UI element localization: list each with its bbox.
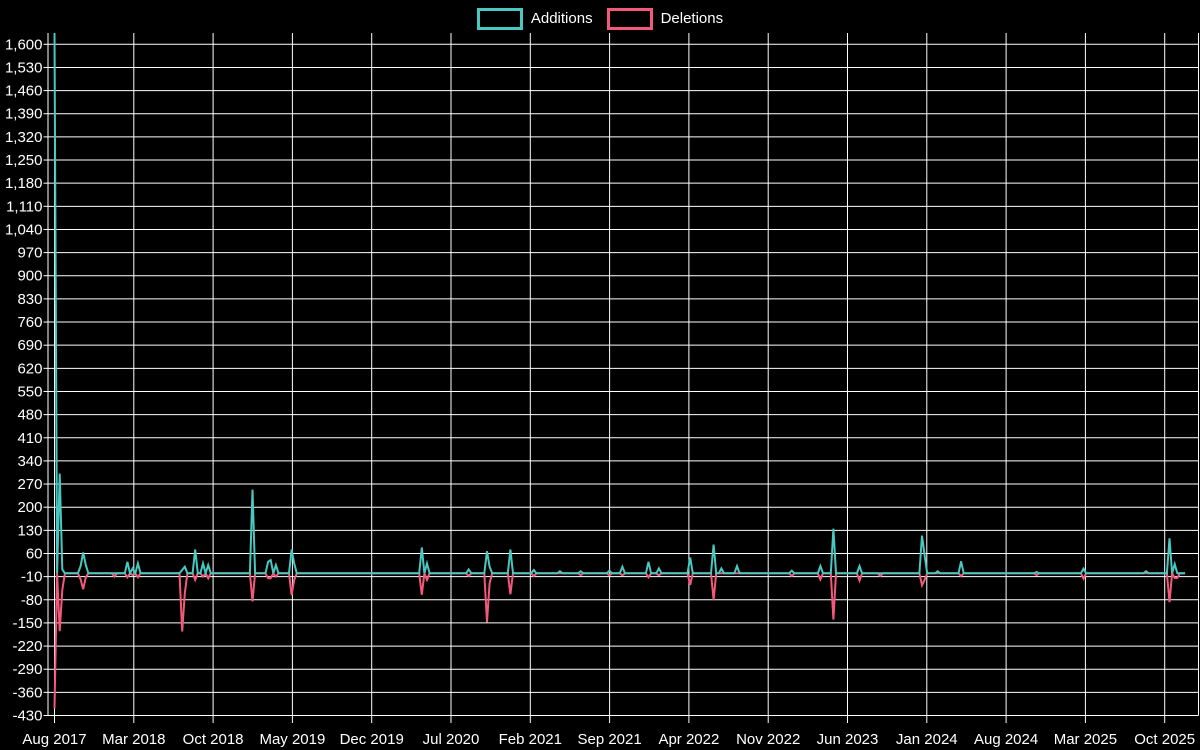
y-tick-label: 1,600	[5, 36, 43, 53]
y-tick-label: 1,040	[5, 221, 43, 238]
y-tick-label: 1,180	[5, 175, 43, 192]
y-tick-label: 620	[17, 360, 42, 377]
x-tick-label: Jun 2023	[817, 731, 879, 748]
y-tick-label: 760	[17, 314, 42, 331]
x-tick-label: Aug 2017	[22, 731, 86, 748]
x-tick-label: Apr 2022	[658, 731, 719, 748]
y-tick-label: 480	[17, 407, 42, 424]
y-tick-label: 1,250	[5, 152, 43, 169]
y-tick-label: 550	[17, 383, 42, 400]
legend-item-deletions[interactable]: Deletions	[606, 8, 724, 30]
chart-legend: Additions Deletions	[0, 8, 1200, 30]
y-tick-label: -10	[21, 569, 43, 586]
y-tick-label: 830	[17, 291, 42, 308]
y-tick-label: 340	[17, 453, 42, 470]
x-tick-label: Oct 2025	[1134, 731, 1195, 748]
x-tick-label: Jan 2024	[896, 731, 958, 748]
y-tick-label: -430	[12, 708, 42, 725]
x-tick-label: May 2019	[259, 731, 325, 748]
y-tick-label: 690	[17, 337, 42, 354]
y-tick-label: 410	[17, 430, 42, 447]
y-tick-label: -220	[12, 638, 42, 655]
x-tick-label: Jul 2020	[423, 731, 480, 748]
additions-swatch-icon	[476, 8, 523, 30]
y-tick-label: 200	[17, 499, 42, 516]
x-tick-label: Mar 2025	[1054, 731, 1117, 748]
y-tick-label: 1,320	[5, 129, 43, 146]
y-tick-label: 270	[17, 476, 42, 493]
y-tick-label: -290	[12, 661, 42, 678]
y-tick-label: 60	[26, 545, 43, 562]
legend-item-additions[interactable]: Additions	[476, 8, 593, 30]
x-tick-label: Feb 2021	[499, 731, 562, 748]
deletions-swatch-icon	[606, 8, 653, 30]
y-tick-label: 130	[17, 522, 42, 539]
y-tick-label: 1,460	[5, 83, 43, 100]
x-tick-label: Mar 2018	[102, 731, 165, 748]
x-tick-label: Sep 2021	[577, 731, 641, 748]
y-tick-label: -150	[12, 615, 42, 632]
deletions-line	[53, 569, 1186, 709]
y-tick-label: 1,530	[5, 59, 43, 76]
y-tick-label: -80	[21, 592, 43, 609]
x-tick-label: Dec 2019	[340, 731, 404, 748]
y-tick-label: 970	[17, 245, 42, 262]
legend-label-deletions: Deletions	[660, 10, 724, 27]
x-tick-label: Oct 2018	[183, 731, 244, 748]
y-tick-label: 900	[17, 268, 42, 285]
additions-line	[53, 33, 1186, 577]
x-tick-label: Aug 2024	[974, 731, 1038, 748]
legend-label-additions: Additions	[530, 10, 593, 27]
y-tick-label: -360	[12, 684, 42, 701]
x-tick-label: Nov 2022	[736, 731, 800, 748]
y-tick-label: 1,110	[6, 198, 42, 215]
y-tick-label: 1,390	[5, 106, 43, 123]
